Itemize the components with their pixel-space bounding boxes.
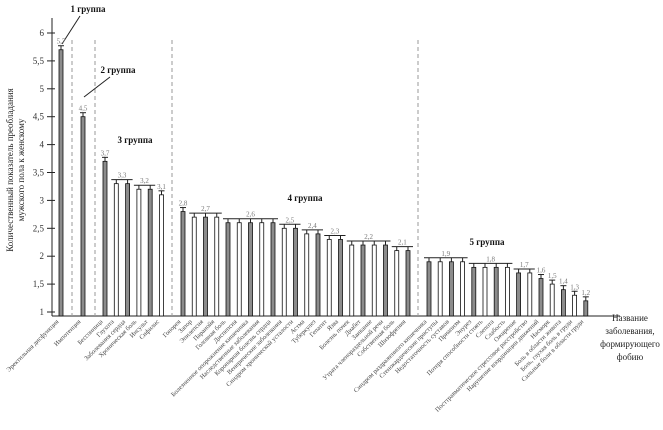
group-label: 5 группа bbox=[469, 237, 505, 247]
value-label: 1,5 bbox=[548, 272, 557, 280]
value-label: 1,2 bbox=[581, 289, 590, 297]
bar bbox=[270, 222, 276, 317]
bar bbox=[136, 188, 142, 317]
y-tick-label: 5 bbox=[40, 84, 45, 94]
bar bbox=[448, 261, 454, 317]
bar bbox=[191, 216, 197, 317]
group-label: 4 группа bbox=[287, 193, 323, 203]
y-tick-label: 3 bbox=[40, 195, 45, 205]
bar bbox=[394, 250, 400, 317]
bar bbox=[304, 233, 310, 317]
group-pointer-line bbox=[61, 15, 81, 45]
value-label: 2,6 bbox=[246, 211, 255, 219]
bar bbox=[159, 194, 164, 317]
y-tick-label: 4 bbox=[40, 140, 45, 150]
bar bbox=[349, 244, 355, 317]
value-label: 2,8 bbox=[179, 200, 188, 208]
bar bbox=[293, 227, 298, 317]
y-tick-label: 2,5 bbox=[33, 223, 45, 233]
bar bbox=[572, 294, 577, 317]
bar bbox=[80, 116, 86, 317]
group-label: 2 группа bbox=[100, 65, 136, 75]
value-label: 2,7 bbox=[201, 205, 210, 213]
group-label: 1 группа bbox=[70, 4, 106, 14]
value-label: 1,6 bbox=[537, 267, 546, 275]
bar bbox=[58, 49, 64, 317]
value-label: 5,7 bbox=[57, 38, 66, 46]
y-axis-label-line-2: мужского пола к женскому bbox=[16, 118, 26, 221]
bar bbox=[214, 216, 220, 317]
value-label: 2,3 bbox=[331, 227, 340, 235]
value-label: 3,2 bbox=[140, 177, 149, 185]
value-label: 1,8 bbox=[486, 255, 495, 263]
bar bbox=[482, 266, 488, 317]
bar bbox=[460, 261, 466, 317]
bar bbox=[113, 183, 119, 317]
group-label: 3 группа bbox=[117, 135, 153, 145]
bar bbox=[527, 272, 533, 317]
bar bbox=[180, 211, 186, 317]
value-label: 1,9 bbox=[441, 250, 450, 258]
value-label: 4,5 bbox=[79, 105, 88, 113]
x-axis-label-line-3: формирующего bbox=[600, 339, 660, 349]
value-label: 2,5 bbox=[286, 216, 295, 224]
bar bbox=[125, 183, 130, 317]
bar bbox=[516, 272, 521, 317]
value-label: 3,7 bbox=[101, 149, 110, 157]
bar bbox=[326, 239, 332, 317]
bar bbox=[281, 227, 287, 317]
bar bbox=[147, 188, 153, 317]
bar bbox=[538, 278, 544, 317]
x-axis-label-line-1: Название bbox=[612, 313, 648, 323]
bar bbox=[236, 222, 242, 317]
category-label: Эректильная дисфункция bbox=[6, 318, 61, 373]
group-pointer-line bbox=[83, 76, 111, 98]
y-tick-label: 5,5 bbox=[33, 56, 45, 66]
y-tick-label: 1,5 bbox=[33, 279, 45, 289]
y-tick-label: 3,5 bbox=[33, 168, 45, 178]
bar bbox=[504, 266, 510, 317]
value-label: 3,1 bbox=[157, 183, 166, 191]
x-axis-label-line-2: заболевания, bbox=[605, 326, 654, 336]
bar bbox=[203, 216, 208, 317]
value-label: 2,1 bbox=[398, 239, 407, 247]
y-tick-label: 6 bbox=[40, 28, 45, 38]
y-tick-label: 1 bbox=[40, 307, 45, 317]
bar bbox=[549, 283, 555, 317]
value-label: 2,4 bbox=[308, 222, 317, 230]
bar bbox=[405, 250, 411, 317]
bar bbox=[315, 233, 321, 317]
bar bbox=[259, 222, 265, 317]
value-label: 1,4 bbox=[559, 278, 568, 286]
bar bbox=[471, 266, 477, 317]
value-label: 1,3 bbox=[570, 283, 579, 291]
y-tick-label: 2 bbox=[40, 251, 45, 261]
y-tick-label: 4,5 bbox=[33, 112, 45, 122]
bar bbox=[583, 300, 589, 317]
value-label: 1,7 bbox=[520, 261, 529, 269]
bar bbox=[437, 261, 443, 317]
bar bbox=[383, 244, 388, 317]
bar bbox=[102, 160, 108, 317]
y-axis-label-line-1: Количественный показатель преобладания bbox=[5, 88, 15, 252]
bar bbox=[360, 244, 366, 317]
bar bbox=[225, 222, 231, 317]
bar bbox=[248, 222, 253, 317]
value-label: 2,2 bbox=[364, 233, 373, 241]
bar bbox=[561, 289, 566, 317]
x-axis-label-line-4: фобию bbox=[617, 352, 644, 362]
bar bbox=[371, 244, 377, 317]
bar bbox=[426, 261, 432, 317]
bar bbox=[493, 266, 499, 317]
value-label: 3,3 bbox=[118, 172, 127, 180]
bar bbox=[338, 239, 343, 317]
